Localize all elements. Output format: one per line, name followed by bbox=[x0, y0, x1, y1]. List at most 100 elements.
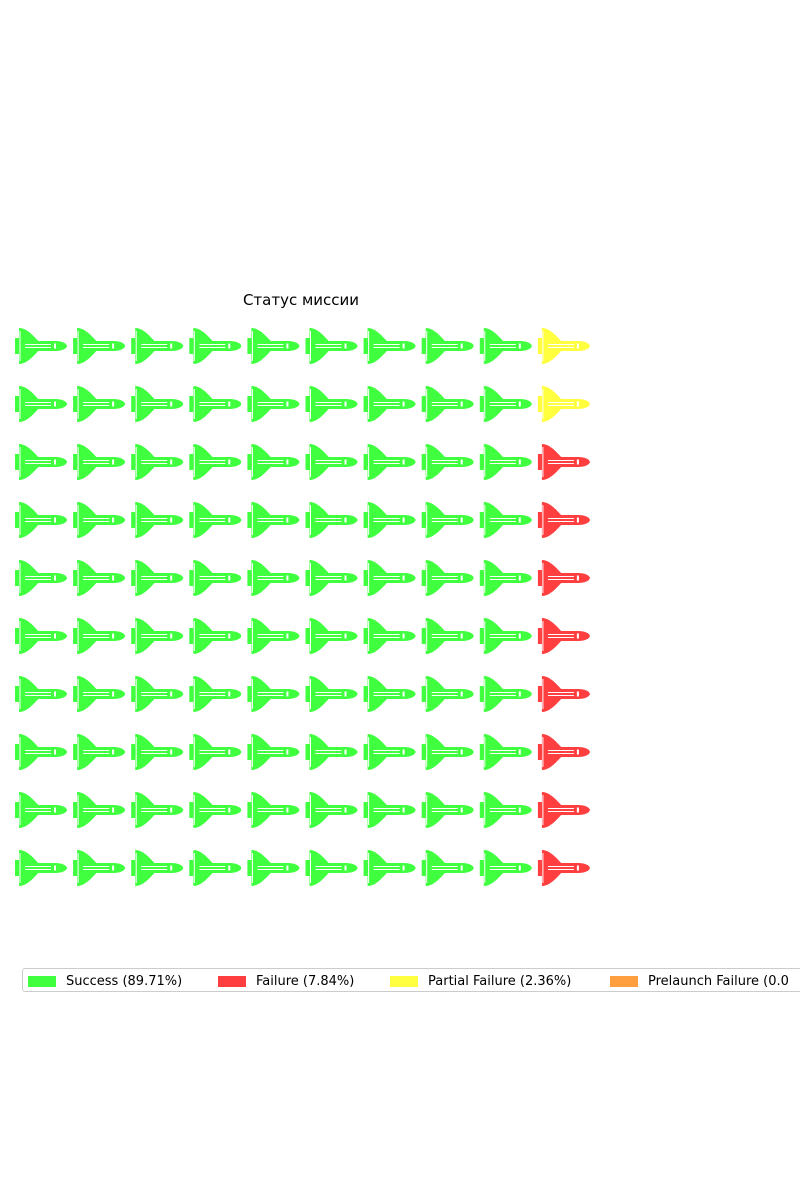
waffle-icon-success bbox=[73, 734, 126, 770]
waffle-icon-success bbox=[479, 386, 532, 422]
waffle-icon-failure bbox=[537, 444, 590, 480]
waffle-icon-success bbox=[131, 502, 184, 538]
waffle-icon-success bbox=[247, 792, 300, 828]
waffle-icon-success bbox=[363, 560, 416, 596]
waffle-icon-failure bbox=[537, 560, 590, 596]
waffle-icon-success bbox=[305, 850, 358, 886]
waffle-icon-success bbox=[131, 386, 184, 422]
waffle-icon-success bbox=[479, 444, 532, 480]
waffle-icon-failure bbox=[537, 792, 590, 828]
waffle-icon-success bbox=[73, 560, 126, 596]
waffle-icon-success bbox=[363, 444, 416, 480]
waffle-icon-success bbox=[73, 850, 126, 886]
waffle-icon-success bbox=[73, 676, 126, 712]
waffle-icon-failure bbox=[537, 618, 590, 654]
waffle-icon-success bbox=[479, 618, 532, 654]
waffle-icon-success bbox=[363, 676, 416, 712]
waffle-icon-success bbox=[131, 328, 184, 364]
waffle-icon-success bbox=[247, 328, 300, 364]
waffle-icon-success bbox=[421, 560, 474, 596]
waffle-icon-success bbox=[305, 618, 358, 654]
legend-label-prelaunch-failure: Prelaunch Failure (0.0 bbox=[648, 973, 789, 989]
waffle-icon-success bbox=[363, 850, 416, 886]
legend-item-prelaunch-failure: Prelaunch Failure (0.0 bbox=[610, 972, 789, 990]
chart-title: Статус миссии bbox=[242, 291, 360, 309]
waffle-icon-success bbox=[479, 676, 532, 712]
waffle-icon-success bbox=[363, 328, 416, 364]
waffle-icon-success bbox=[305, 560, 358, 596]
waffle-icon-success bbox=[421, 676, 474, 712]
legend-item-partial-failure: Partial Failure (2.36%) bbox=[390, 972, 571, 990]
waffle-icon-success bbox=[305, 502, 358, 538]
waffle-icon-success bbox=[15, 676, 67, 712]
legend-label-failure: Failure (7.84%) bbox=[256, 973, 355, 989]
legend-swatch-prelaunch-failure bbox=[610, 975, 638, 987]
waffle-icon-success bbox=[421, 850, 474, 886]
waffle-icon-success bbox=[421, 734, 474, 770]
waffle-icon-success bbox=[305, 444, 358, 480]
legend-swatch-partial-failure bbox=[390, 975, 418, 987]
waffle-icon-success bbox=[189, 444, 242, 480]
waffle-icon-success bbox=[15, 444, 67, 480]
waffle-icon-success bbox=[479, 792, 532, 828]
legend-swatch-failure bbox=[218, 975, 246, 987]
legend: Success (89.71%) Failure (7.84%) Partial… bbox=[22, 968, 800, 992]
waffle-icon-success bbox=[15, 618, 67, 654]
waffle-icon-partial-failure bbox=[537, 386, 590, 422]
waffle-icon-failure bbox=[537, 734, 590, 770]
waffle-icon-success bbox=[73, 618, 126, 654]
waffle-icon-success bbox=[305, 734, 358, 770]
waffle-icon-success bbox=[131, 444, 184, 480]
waffle-icon-success bbox=[73, 386, 126, 422]
waffle-icon-success bbox=[131, 850, 184, 886]
waffle-icon-success bbox=[479, 502, 532, 538]
legend-item-success: Success (89.71%) bbox=[28, 972, 182, 990]
waffle-icon-success bbox=[131, 618, 184, 654]
waffle-icon-success bbox=[421, 502, 474, 538]
waffle-icon-success bbox=[247, 850, 300, 886]
waffle-icon-success bbox=[363, 386, 416, 422]
waffle-icon-success bbox=[73, 792, 126, 828]
waffle-icon-success bbox=[15, 850, 67, 886]
waffle-icon-success bbox=[189, 560, 242, 596]
waffle-icon-success bbox=[247, 734, 300, 770]
waffle-icon-success bbox=[247, 444, 300, 480]
waffle-icon-success bbox=[189, 734, 242, 770]
waffle-icon-failure bbox=[537, 850, 590, 886]
legend-item-failure: Failure (7.84%) bbox=[218, 972, 354, 990]
waffle-icon-success bbox=[363, 734, 416, 770]
waffle-icon-success bbox=[247, 560, 300, 596]
waffle-icon-success bbox=[131, 792, 184, 828]
waffle-icon-success bbox=[15, 734, 67, 770]
waffle-icon-success bbox=[247, 618, 300, 654]
waffle-icon-success bbox=[479, 850, 532, 886]
waffle-icon-success bbox=[189, 502, 242, 538]
waffle-icon-success bbox=[131, 734, 184, 770]
legend-label-success: Success (89.71%) bbox=[66, 973, 183, 989]
waffle-icon-success bbox=[363, 792, 416, 828]
waffle-icon-success bbox=[305, 386, 358, 422]
waffle-icon-success bbox=[131, 676, 184, 712]
waffle-icon-success bbox=[189, 328, 242, 364]
waffle-icon-success bbox=[421, 618, 474, 654]
legend-label-partial-failure: Partial Failure (2.36%) bbox=[428, 973, 572, 989]
waffle-icon-success bbox=[73, 502, 126, 538]
waffle-icon-success bbox=[189, 618, 242, 654]
waffle-icon-success bbox=[247, 502, 300, 538]
waffle-icon-success bbox=[15, 328, 67, 364]
waffle-icon-success bbox=[363, 618, 416, 654]
waffle-icon-success bbox=[247, 386, 300, 422]
waffle-icon-success bbox=[421, 444, 474, 480]
waffle-icon-success bbox=[305, 792, 358, 828]
waffle-icon-success bbox=[421, 386, 474, 422]
waffle-icon-success bbox=[15, 386, 67, 422]
waffle-icon-success bbox=[479, 560, 532, 596]
waffle-icon-success bbox=[73, 328, 126, 364]
waffle-icon-success bbox=[421, 328, 474, 364]
legend-swatch-success bbox=[28, 975, 56, 987]
waffle-icon-success bbox=[189, 386, 242, 422]
waffle-icon-success bbox=[479, 328, 532, 364]
waffle-icon-success bbox=[15, 502, 67, 538]
waffle-icon-success bbox=[189, 850, 242, 886]
